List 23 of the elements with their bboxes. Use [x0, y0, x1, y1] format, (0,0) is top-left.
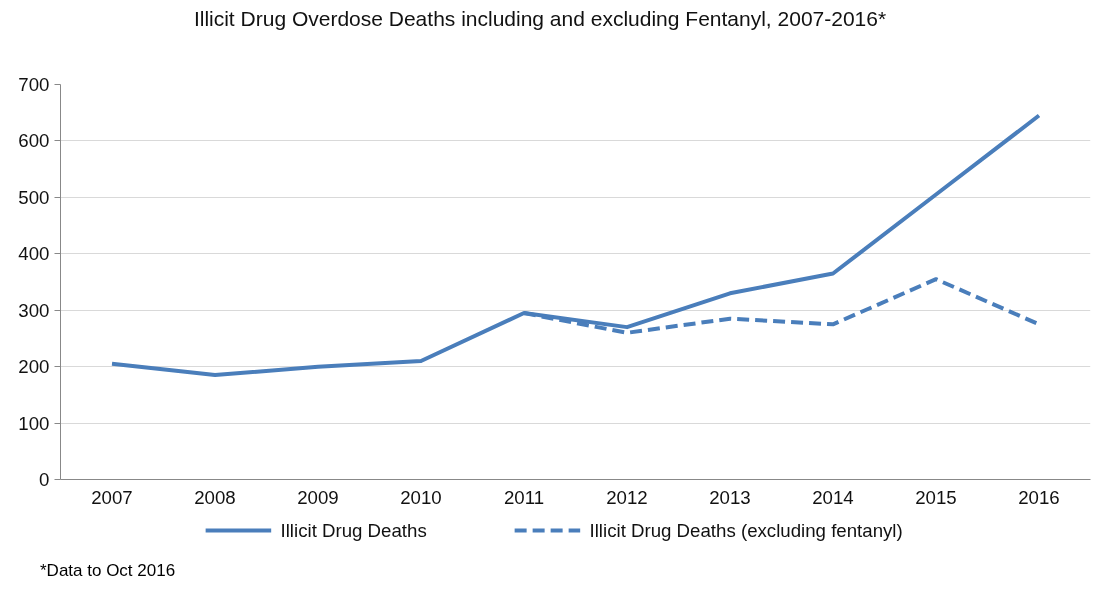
y-tick-label: 200	[18, 356, 50, 378]
y-tick-label: 500	[18, 186, 50, 208]
x-tick-label: 2013	[709, 486, 751, 508]
x-tick-label: 2012	[606, 486, 648, 508]
y-tick-label: 400	[18, 243, 50, 265]
x-tick-label: 2015	[915, 486, 957, 508]
y-tick-label: 100	[18, 412, 50, 434]
x-tick-label: 2007	[91, 486, 133, 508]
x-tick-label: 2009	[297, 486, 339, 508]
x-tick-label: 2010	[400, 486, 442, 508]
line-series	[110, 113, 1041, 378]
x-tick-label: 2008	[194, 486, 236, 508]
y-tick-label: 0	[39, 469, 50, 490]
chart-title: Illicit Drug Overdose Deaths including and excluding Fentanyl, 2007-2016*	[193, 6, 887, 32]
legend-label: Illicit Drug Deaths	[280, 520, 427, 541]
x-tick-label: 2011	[503, 486, 545, 508]
y-tick-label: 600	[18, 130, 50, 152]
x-tick-label: 2014	[812, 486, 854, 508]
y-tick-label: 700	[18, 74, 50, 95]
legend-label: Illicit Drug Deaths (excluding fentanyl)	[589, 520, 903, 541]
text: *Data to Oct 2016	[40, 560, 176, 582]
x-tick-label: 2016	[1018, 486, 1060, 508]
y-tick-label: 300	[18, 299, 50, 321]
